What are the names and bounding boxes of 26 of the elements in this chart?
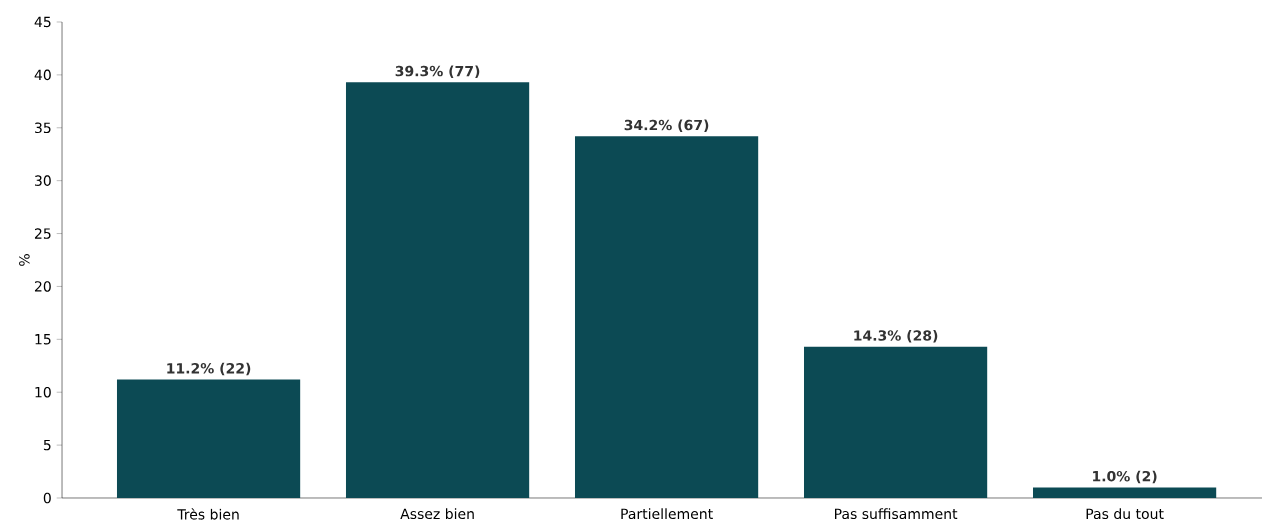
- data-label: 1.0% (2): [1093, 470, 1157, 484]
- y-tick-label: 30: [35, 175, 51, 186]
- data-label: 14.3% (28): [854, 329, 938, 343]
- x-tick-label: Très bien: [177, 508, 239, 520]
- y-tick-label: 0: [43, 492, 51, 504]
- x-tick-label: Pas du tout: [1086, 508, 1164, 520]
- y-tick-label: 45: [34, 16, 51, 28]
- x-tick-label: Pas suffisamment: [835, 508, 958, 520]
- y-tick-label: 20: [34, 281, 51, 292]
- y-tick-label: 10: [35, 386, 51, 398]
- bar: [345, 82, 530, 498]
- y-tick-label: 25: [34, 228, 51, 239]
- bar: [116, 379, 301, 498]
- y-tick-label: 35: [35, 122, 51, 134]
- y-tick-label: 5: [43, 439, 51, 451]
- y-axis-title: %: [19, 254, 30, 266]
- x-tick-label: Partiellement: [621, 508, 713, 520]
- y-tick-label: 40: [34, 69, 51, 81]
- data-label: 34.2% (67): [624, 119, 709, 132]
- bar: [1033, 487, 1217, 498]
- data-label: 11.2% (22): [167, 362, 251, 376]
- data-label: 39.3% (77): [395, 65, 480, 79]
- bar: [804, 346, 988, 498]
- x-tick-label: Assez bien: [400, 508, 474, 520]
- bar: [574, 136, 759, 498]
- y-tick-label: 15: [35, 334, 51, 345]
